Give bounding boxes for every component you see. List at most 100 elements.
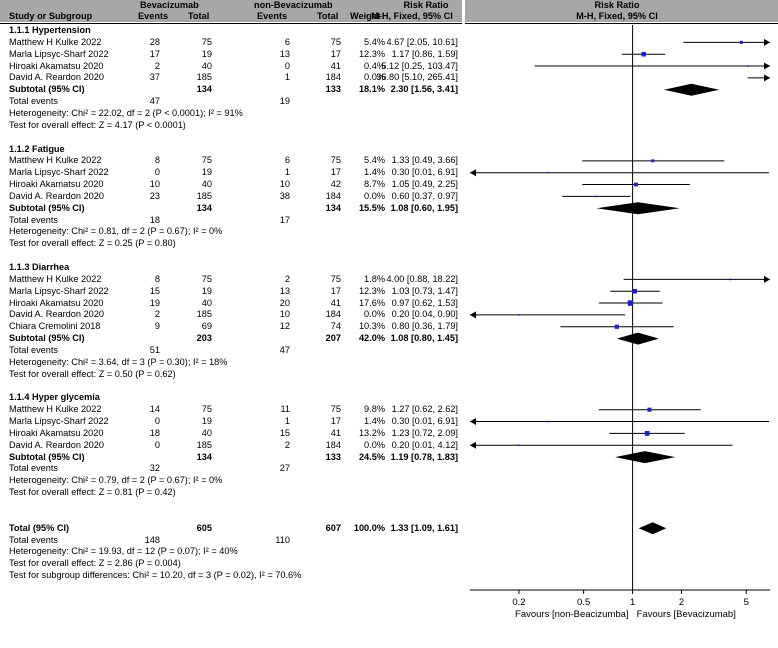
x-tick-label: 2 xyxy=(679,597,684,608)
events-nonbev: 12 xyxy=(279,321,290,332)
point-estimate xyxy=(518,444,520,447)
point-estimate xyxy=(729,278,732,281)
study-label: Matthew H Kulke 2022 xyxy=(9,155,102,166)
ci-arrow-left xyxy=(470,418,476,426)
x-tick-label: 0.2 xyxy=(512,597,525,608)
note-label: Test for subgroup differences: Chi² = 10… xyxy=(9,570,302,581)
weight-value: 24.5% xyxy=(358,451,385,462)
diamond-marker xyxy=(663,83,720,96)
ci-arrow-left xyxy=(470,441,476,449)
subtotal-label: Subtotal (95% CI) xyxy=(9,451,85,462)
risk-ratio-ci: 4.00 [0.88, 18.22] xyxy=(386,273,458,284)
total-bev: 40 xyxy=(201,427,212,438)
events-bev: 0 xyxy=(154,167,160,178)
risk-ratio-ci: 0.80 [0.36, 1.79] xyxy=(391,321,458,332)
events-bev: 2 xyxy=(154,309,160,320)
total-bev: 75 xyxy=(201,36,212,47)
diamond-marker xyxy=(638,522,667,535)
diamond-marker xyxy=(616,332,659,345)
risk-ratio-ci: 4.67 [2.05, 10.61] xyxy=(386,36,458,47)
x-tick-label: 5 xyxy=(744,597,749,608)
risk-ratio-ci: 1.08 [0.60, 1.95] xyxy=(390,202,458,213)
total-bev: 134 xyxy=(196,451,212,462)
total-bev: 75 xyxy=(201,155,212,166)
study-label: Chiara Cremolini 2018 xyxy=(9,321,101,332)
total-bev: 203 xyxy=(196,333,212,344)
study-label: Marla Lipsyc-Sharf 2022 xyxy=(9,167,109,178)
total-nonbev: 41 xyxy=(330,427,341,438)
header-events1: Events xyxy=(138,11,169,21)
weight-value: 15.5% xyxy=(358,202,385,213)
events-nonbev: 10 xyxy=(279,309,290,320)
total-bev: 40 xyxy=(201,179,212,190)
header-events2: Events xyxy=(257,11,288,21)
header-weight: Weight xyxy=(350,11,381,21)
study-label: David A. Reardon 2020 xyxy=(9,309,105,320)
total-bev: 40 xyxy=(201,297,212,308)
events-nonbev: 38 xyxy=(279,190,290,201)
favours-left-label: Favours [non-Beacizumba] xyxy=(515,609,629,620)
point-estimate xyxy=(518,314,520,316)
total-nonbev: 17 xyxy=(330,416,341,427)
events-bev: 10 xyxy=(149,179,160,190)
note-label: Test for overall effect: Z = 0.25 (P = 0… xyxy=(9,238,176,249)
events-nonbev: 11 xyxy=(280,404,290,415)
point-estimate xyxy=(651,159,655,163)
weight-value: 1.4% xyxy=(364,416,385,427)
risk-ratio-ci: 1.08 [0.80, 1.45] xyxy=(390,333,458,344)
plot-header-divider xyxy=(465,23,778,24)
total-nonbev: 41 xyxy=(330,297,341,308)
risk-ratio-ci: 1.05 [0.49, 2.25] xyxy=(391,179,458,190)
total-bev: 19 xyxy=(201,285,212,296)
ci-arrow-right xyxy=(764,38,770,46)
point-estimate xyxy=(647,407,652,412)
total-bev: 134 xyxy=(196,84,212,95)
total-nonbev: 41 xyxy=(330,60,341,71)
weight-value: 100.0% xyxy=(353,522,385,533)
events-label: Total events xyxy=(9,96,59,107)
total-bev: 185 xyxy=(196,72,212,83)
group-label: 1.1.3 Diarrhea xyxy=(9,262,70,272)
plot-header-title: Risk Ratio xyxy=(594,0,640,10)
total-bev: 605 xyxy=(196,522,212,533)
weight-value: 1.8% xyxy=(364,273,385,284)
point-estimate xyxy=(546,171,549,174)
study-label: David A. Reardon 2020 xyxy=(9,439,105,450)
events-nonbev: 20 xyxy=(279,297,290,308)
weight-value: 42.0% xyxy=(358,333,385,344)
risk-ratio-ci: 1.19 [0.78, 1.83] xyxy=(390,451,458,462)
total-nonbev: 134 xyxy=(325,202,341,213)
group-label: 1.1.1 Hypertension xyxy=(9,25,91,35)
events-nonbev: 0 xyxy=(284,60,290,71)
events-bev: 47 xyxy=(149,96,160,107)
study-label: Marla Lipsyc-Sharf 2022 xyxy=(9,48,109,59)
risk-ratio-ci: 1.33 [0.49, 3.66] xyxy=(391,155,458,166)
events-bev: 8 xyxy=(154,273,160,284)
events-bev: 15 xyxy=(149,285,160,296)
weight-value: 0.4% xyxy=(364,60,385,71)
events-nonbev: 110 xyxy=(275,534,290,545)
ci-arrow-left xyxy=(470,169,476,177)
events-bev: 51 xyxy=(149,344,160,355)
total-bev: 19 xyxy=(201,416,212,427)
total-nonbev: 17 xyxy=(330,48,341,59)
study-label: Hiroaki Akamatsu 2020 xyxy=(9,179,104,190)
events-nonbev: 1 xyxy=(284,72,290,83)
header-group2: non-Bevacizumab xyxy=(254,0,333,10)
header-total1: Total xyxy=(188,11,210,21)
study-label: Hiroaki Akamatsu 2020 xyxy=(9,427,104,438)
table-header-bar xyxy=(0,0,462,22)
weight-value: 12.3% xyxy=(358,285,385,296)
point-estimate xyxy=(632,288,637,294)
total-bev: 40 xyxy=(201,60,212,71)
point-estimate xyxy=(546,420,549,423)
total-nonbev: 184 xyxy=(325,439,341,450)
x-tick-label: 0.5 xyxy=(577,597,590,608)
study-label: Hiroaki Akamatsu 2020 xyxy=(9,297,104,308)
events-bev: 17 xyxy=(149,48,160,59)
study-label: Matthew H Kulke 2022 xyxy=(9,404,102,415)
risk-ratio-ci: 1.23 [0.72, 2.09] xyxy=(391,427,458,438)
weight-value: 13.2% xyxy=(358,427,385,438)
weight-value: 8.7% xyxy=(364,179,385,190)
